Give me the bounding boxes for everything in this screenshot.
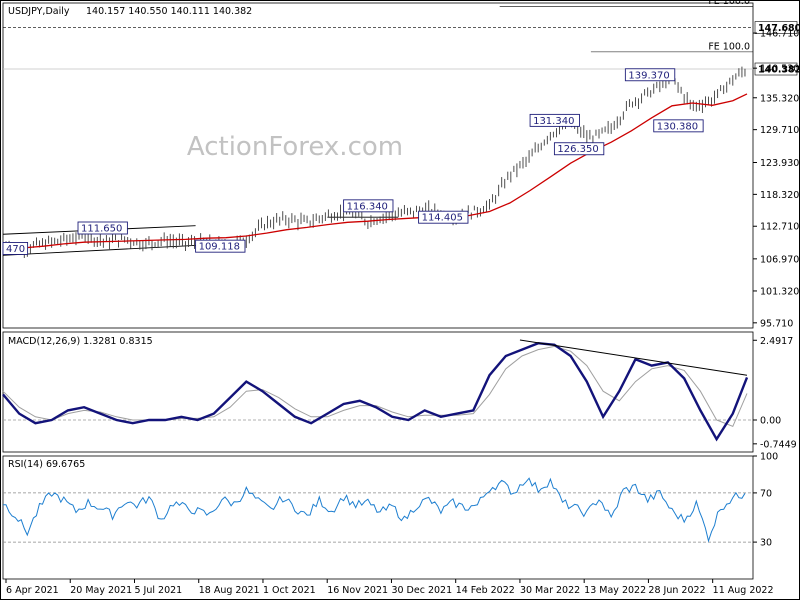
x-tick-label: 6 Apr 2021 [6,585,59,596]
rsi-panel: 100 70 30 RSI(14) 69.6765 [2,452,778,580]
price-annotation-box [553,142,605,156]
price-annotation-box [77,221,128,235]
price-annotation-label: 470 [6,244,25,255]
macd-ytick-label: 2.4917 [760,336,793,347]
price-ytick-label: 123.930 [760,158,799,169]
target-level-box [754,21,798,34]
macd-plot-area [2,331,754,453]
macd-trendline [519,339,748,376]
target-level-label: 147.680 [758,23,800,34]
price-annotation-label: 126.350 [557,144,598,155]
x-tick-label: 30 Mar 2022 [520,585,580,596]
rsi-ytick-label: 30 [760,538,772,549]
price-ytick-label: 112.710 [760,222,799,233]
rsi-plot-area [2,455,754,580]
x-tick-label: 18 Aug 2021 [199,585,260,596]
price-annotation-label: 130.380 [657,121,698,132]
current-price-box [754,62,798,76]
current-price-label: 140.382 [758,65,800,76]
price-annotation-box [624,68,676,82]
macd-signal-line [2,345,748,428]
macd-line [2,341,749,442]
x-tick-label: 5 Jul 2021 [134,585,182,596]
x-tick-label: 16 Nov 2021 [327,585,388,596]
price-ytick-label: 95.710 [760,318,793,329]
x-tick-label: 1 Oct 2021 [263,585,316,596]
rsi-title: RSI(14) 69.6765 [8,459,85,470]
price-annotation-label: 116.340 [347,201,388,212]
price-ytick-label: 118.320 [760,190,799,201]
x-tick-label: 11 Aug 2022 [713,585,774,596]
price-title: USDJPY,Daily [8,6,70,17]
price-annotation-label: 139.370 [628,70,669,81]
rsi-ytick-label: 100 [760,452,778,463]
price-annotation-box [343,199,394,213]
price-annotation-box [529,113,580,127]
rsi-line [3,477,746,543]
price-ytick-label: 135.320 [760,93,799,104]
price-annotation-box [653,119,704,133]
price-ohlc: 140.157 140.550 140.111 140.382 [86,6,252,17]
price-annotation-label: 111.650 [81,224,122,235]
price-ytick-label: 146.710 [760,29,799,40]
price-annotation-label: 109.118 [199,242,240,253]
x-tick-label: 20 May 2021 [70,585,132,596]
x-axis: 6 Apr 2021 20 May 2021 5 Jul 2021 18 Aug 20… [5,579,774,596]
price-annotation-box [195,239,246,253]
x-tick-label: 14 Feb 2022 [456,585,515,596]
fe-level-label: FE 100.0 [708,0,750,7]
price-plot-area [2,2,754,329]
price-annotation-label: 114.405 [422,213,463,224]
macd-ytick-label: -0.7449 [760,439,797,450]
price-annotation-label: 131.340 [533,116,574,127]
price-watermark: ActionForex.com [187,132,403,162]
macd-panel: 2.4917 0.00 -0.7449 MACD(12,26,9) 1.3281 0… [2,331,797,453]
x-tick-label: 30 Dec 2021 [391,585,452,596]
price-annotation-box [2,242,29,255]
macd-ytick-label: 0.00 [760,416,781,427]
moving-average-line [2,93,748,252]
x-tick-label: 28 Jun 2022 [648,585,705,596]
price-annotation-box [418,210,469,224]
price-ytick-label: 140.530 [760,64,799,75]
macd-title: MACD(12,26,9) 1.3281 0.8315 [8,336,153,347]
x-tick-label: 13 May 2022 [584,585,646,596]
price-ytick-label: 129.710 [760,125,799,136]
price-ytick-label: 106.970 [760,254,799,265]
rsi-ytick-label: 70 [760,488,772,499]
fe-level-label: FE 100.0 [708,41,750,52]
price-panel: ActionForex.com FE 100.0 147.680 FE 100.0 1… [2,0,800,329]
price-ytick-label: 101.320 [760,286,799,297]
